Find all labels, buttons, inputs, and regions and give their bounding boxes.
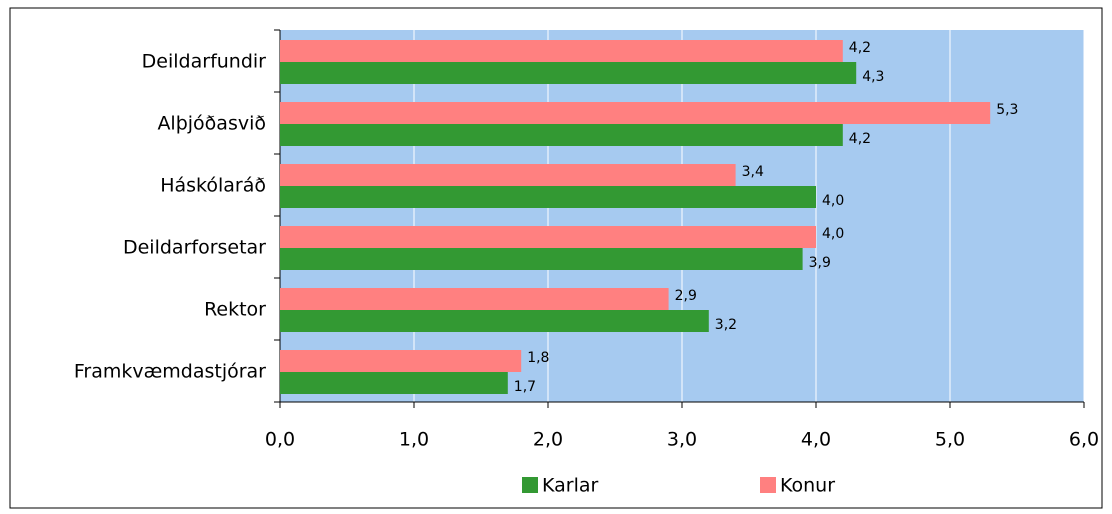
bar xyxy=(280,372,508,394)
x-tick-label: 6,0 xyxy=(1069,429,1099,451)
x-tick-label: 5,0 xyxy=(935,429,965,451)
value-label: 4,0 xyxy=(822,193,844,209)
bar xyxy=(280,164,736,186)
bar xyxy=(280,62,857,84)
x-tick-label: 3,0 xyxy=(667,429,697,451)
value-label: 3,2 xyxy=(715,317,737,333)
bar xyxy=(280,350,522,372)
value-label: 4,0 xyxy=(822,226,844,242)
bar xyxy=(280,186,816,208)
bar xyxy=(280,310,709,332)
legend-label: Karlar xyxy=(542,475,599,497)
bar xyxy=(280,40,843,62)
legend-label: Konur xyxy=(780,475,835,497)
value-label: 3,4 xyxy=(742,164,764,180)
legend-swatch xyxy=(760,477,776,493)
value-label: 1,8 xyxy=(527,350,549,366)
legend-swatch xyxy=(522,477,538,493)
value-label: 4,2 xyxy=(849,40,871,56)
x-tick-label: 4,0 xyxy=(801,429,831,451)
value-label: 5,3 xyxy=(996,102,1018,118)
value-label: 3,9 xyxy=(809,255,831,271)
y-tick-label: Deildarfundir xyxy=(142,51,267,73)
x-tick-label: 1,0 xyxy=(399,429,429,451)
x-tick-label: 0,0 xyxy=(265,429,295,451)
y-tick-label: Rektor xyxy=(204,299,266,321)
value-label: 1,7 xyxy=(514,379,536,395)
y-tick-label: Háskólaráð xyxy=(160,175,266,197)
x-tick-label: 2,0 xyxy=(533,429,563,451)
value-label: 2,9 xyxy=(675,288,697,304)
y-tick-label: Alþjóðasvið xyxy=(157,113,266,135)
bar xyxy=(280,288,669,310)
y-tick-label: Deildarforsetar xyxy=(123,237,266,259)
value-label: 4,2 xyxy=(849,131,871,147)
value-label: 4,3 xyxy=(862,69,884,85)
y-tick-label: Framkvæmdastjórar xyxy=(74,361,266,383)
bar xyxy=(280,248,803,270)
bar xyxy=(280,226,816,248)
bar xyxy=(280,102,991,124)
bar xyxy=(280,124,843,146)
